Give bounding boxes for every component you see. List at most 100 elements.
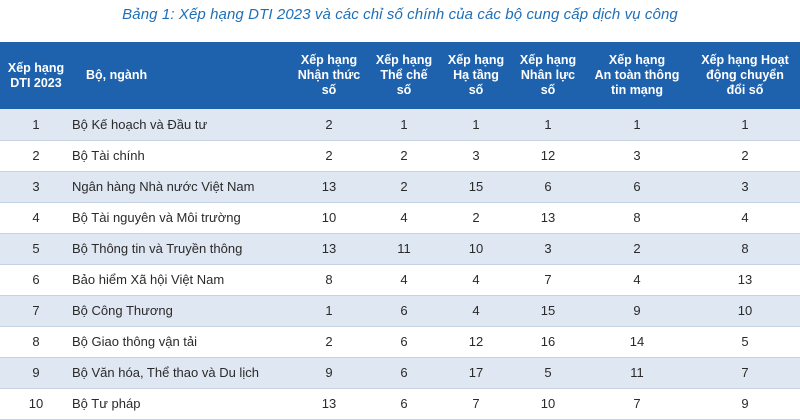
digital-transformation-cell: 9 bbox=[690, 388, 800, 420]
digital-transformation-cell: 1 bbox=[690, 109, 800, 141]
digital-institution-cell: 6 bbox=[368, 357, 440, 389]
ministry-name-cell: Bộ Kế hoạch và Đầu tư bbox=[72, 109, 290, 141]
cyber-security-cell: 1 bbox=[584, 109, 690, 141]
digital-infrastructure-cell: 17 bbox=[440, 357, 512, 389]
digital-institution-cell: 6 bbox=[368, 295, 440, 327]
dti-rank-cell: 2 bbox=[0, 140, 72, 172]
digital-human-resources-cell: 12 bbox=[512, 140, 584, 172]
digital-infrastructure-cell: 4 bbox=[440, 264, 512, 296]
digital-awareness-cell: 2 bbox=[290, 140, 368, 172]
digital-infrastructure-cell: 10 bbox=[440, 233, 512, 265]
digital-transformation-cell: 5 bbox=[690, 326, 800, 358]
dti-rank-cell: 5 bbox=[0, 233, 72, 265]
digital-human-resources-cell: 5 bbox=[512, 357, 584, 389]
cyber-security-cell: 3 bbox=[584, 140, 690, 172]
digital-institution-cell: 6 bbox=[368, 388, 440, 420]
ministry-name-cell: Bộ Tư pháp bbox=[72, 388, 290, 420]
digital-awareness-cell: 1 bbox=[290, 295, 368, 327]
ministry-name-cell: Bảo hiểm Xã hội Việt Nam bbox=[72, 264, 290, 296]
dti-rank-cell: 10 bbox=[0, 388, 72, 420]
table-row: 9 Bộ Văn hóa, Thể thao và Du lịch 9 6 17 5 11 7 bbox=[0, 357, 800, 389]
table-row: 10 Bộ Tư pháp 13 6 7 10 7 9 bbox=[0, 388, 800, 420]
cyber-security-cell: 8 bbox=[584, 202, 690, 234]
digital-transformation-cell: 10 bbox=[690, 295, 800, 327]
digital-awareness-cell: 9 bbox=[290, 357, 368, 389]
header-cyber-security-rank: Xếp hạng An toàn thông tin mạng bbox=[594, 53, 680, 97]
digital-awareness-cell: 2 bbox=[290, 109, 368, 141]
ministry-name-cell: Bộ Tài chính bbox=[72, 140, 290, 172]
digital-infrastructure-cell: 2 bbox=[440, 202, 512, 234]
header-digital-transformation-activity-rank: Xếp hạng Hoạt động chuyển đổi số bbox=[701, 53, 789, 97]
digital-human-resources-cell: 6 bbox=[512, 171, 584, 203]
digital-transformation-cell: 2 bbox=[690, 140, 800, 172]
table-row: 3 Ngân hàng Nhà nước Việt Nam 13 2 15 6 6 3 bbox=[0, 171, 800, 203]
digital-institution-cell: 6 bbox=[368, 326, 440, 358]
digital-human-resources-cell: 15 bbox=[512, 295, 584, 327]
digital-human-resources-cell: 16 bbox=[512, 326, 584, 358]
digital-infrastructure-cell: 3 bbox=[440, 140, 512, 172]
digital-human-resources-cell: 1 bbox=[512, 109, 584, 141]
cyber-security-cell: 9 bbox=[584, 295, 690, 327]
table-row: 6 Bảo hiểm Xã hội Việt Nam 8 4 4 7 4 13 bbox=[0, 264, 800, 296]
table-row: 7 Bộ Công Thương 1 6 4 15 9 10 bbox=[0, 295, 800, 327]
digital-institution-cell: 2 bbox=[368, 171, 440, 203]
digital-institution-cell: 2 bbox=[368, 140, 440, 172]
header-digital-awareness-rank: Xếp hạng Nhận thức số bbox=[297, 53, 361, 97]
cyber-security-cell: 6 bbox=[584, 171, 690, 203]
dti-rank-cell: 9 bbox=[0, 357, 72, 389]
dti-ranking-table: Xếp hạng DTI 2023 Bộ, ngành Xếp hạng Nhận th… bbox=[0, 42, 800, 420]
cyber-security-cell: 11 bbox=[584, 357, 690, 389]
table-caption: Bảng 1: Xếp hạng DTI 2023 và các chỉ số … bbox=[122, 6, 678, 23]
ministry-name-cell: Bộ Văn hóa, Thể thao và Du lịch bbox=[72, 357, 290, 389]
ministry-name-cell: Bộ Công Thương bbox=[72, 295, 290, 327]
header-dti-2023-rank: Xếp hạng DTI 2023 bbox=[7, 60, 65, 90]
digital-infrastructure-cell: 1 bbox=[440, 109, 512, 141]
digital-institution-cell: 1 bbox=[368, 109, 440, 141]
table-body: 1 Bộ Kế hoạch và Đầu tư 2 1 1 1 1 1 2 Bộ Tài chín… bbox=[0, 109, 800, 420]
digital-transformation-cell: 3 bbox=[690, 171, 800, 203]
header-ministry: Bộ, ngành bbox=[86, 68, 148, 82]
digital-institution-cell: 11 bbox=[368, 233, 440, 265]
table-row: 2 Bộ Tài chính 2 2 3 12 3 2 bbox=[0, 140, 800, 172]
digital-awareness-cell: 10 bbox=[290, 202, 368, 234]
digital-awareness-cell: 13 bbox=[290, 233, 368, 265]
ministry-name-cell: Bộ Giao thông vận tải bbox=[72, 326, 290, 358]
table-row: 5 Bộ Thông tin và Truyền thông 13 11 10 3 2 8 bbox=[0, 233, 800, 265]
digital-infrastructure-cell: 12 bbox=[440, 326, 512, 358]
digital-awareness-cell: 13 bbox=[290, 171, 368, 203]
digital-awareness-cell: 13 bbox=[290, 388, 368, 420]
ministry-name-cell: Bộ Tài nguyên và Môi trường bbox=[72, 202, 290, 234]
table-row: 4 Bộ Tài nguyên và Môi trường 10 4 2 13 8 4 bbox=[0, 202, 800, 234]
table-row: 1 Bộ Kế hoạch và Đầu tư 2 1 1 1 1 1 bbox=[0, 109, 800, 141]
ministry-name-cell: Ngân hàng Nhà nước Việt Nam bbox=[72, 171, 290, 203]
cyber-security-cell: 14 bbox=[584, 326, 690, 358]
ministry-name-cell: Bộ Thông tin và Truyền thông bbox=[72, 233, 290, 265]
digital-human-resources-cell: 13 bbox=[512, 202, 584, 234]
header-digital-institution-rank: Xếp hạng Thể chế số bbox=[375, 53, 433, 97]
digital-infrastructure-cell: 15 bbox=[440, 171, 512, 203]
header-digital-human-resources-rank: Xếp hạng Nhân lực số bbox=[519, 53, 577, 97]
dti-rank-cell: 4 bbox=[0, 202, 72, 234]
cyber-security-cell: 7 bbox=[584, 388, 690, 420]
table-header-row: Xếp hạng DTI 2023 Bộ, ngành Xếp hạng Nhận th… bbox=[0, 42, 800, 109]
dti-rank-cell: 1 bbox=[0, 109, 72, 141]
digital-awareness-cell: 8 bbox=[290, 264, 368, 296]
dti-rank-cell: 3 bbox=[0, 171, 72, 203]
dti-rank-cell: 6 bbox=[0, 264, 72, 296]
digital-awareness-cell: 2 bbox=[290, 326, 368, 358]
digital-institution-cell: 4 bbox=[368, 264, 440, 296]
digital-infrastructure-cell: 7 bbox=[440, 388, 512, 420]
cyber-security-cell: 4 bbox=[584, 264, 690, 296]
table-row: 8 Bộ Giao thông vận tải 2 6 12 16 14 5 bbox=[0, 326, 800, 358]
digital-transformation-cell: 4 bbox=[690, 202, 800, 234]
digital-institution-cell: 4 bbox=[368, 202, 440, 234]
digital-human-resources-cell: 3 bbox=[512, 233, 584, 265]
dti-rank-cell: 8 bbox=[0, 326, 72, 358]
cyber-security-cell: 2 bbox=[584, 233, 690, 265]
digital-transformation-cell: 13 bbox=[690, 264, 800, 296]
digital-transformation-cell: 7 bbox=[690, 357, 800, 389]
digital-human-resources-cell: 10 bbox=[512, 388, 584, 420]
digital-transformation-cell: 8 bbox=[690, 233, 800, 265]
header-digital-infrastructure-rank: Xếp hạng Hạ tầng số bbox=[447, 53, 505, 97]
digital-infrastructure-cell: 4 bbox=[440, 295, 512, 327]
